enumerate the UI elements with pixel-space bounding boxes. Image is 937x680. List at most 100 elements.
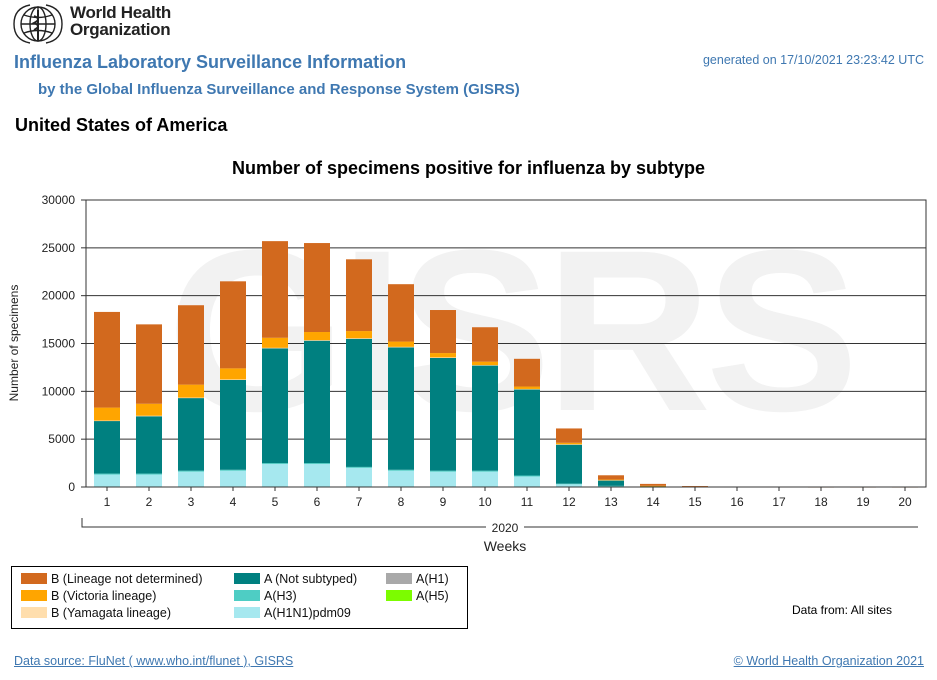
x-tick-label: 13 [604,495,618,509]
bar-segment-b-lineage-not-determined- [556,428,582,443]
copyright-link[interactable]: © World Health Organization 2021 [733,654,924,668]
bar-segment-a-h1n1-pdm09 [136,474,162,487]
legend-label: A(H1N1)pdm09 [264,606,351,620]
bar-segment-a-not-subtyped- [430,357,456,471]
legend-item: B (Victoria lineage) [21,589,156,605]
bars [94,241,918,488]
bar-segment-b-lineage-not-determined- [304,243,330,333]
plot-frame [85,199,927,488]
bar-segment-b-lineage-not-determined- [136,324,162,404]
legend-item: A(H1) [386,572,449,588]
bar-segment-a-not-subtyped- [472,365,498,471]
bar-segment-b-yamagata-lineage- [598,480,624,481]
bar-segment-b-yamagata-lineage- [430,357,456,358]
bar-segment-b-victoria-lineage- [262,337,288,348]
bar-segment-b-lineage-not-determined- [472,327,498,362]
bar-segment-a-h3- [220,469,246,471]
bar-segment-a-h3- [598,485,624,487]
report-title: Influenza Laboratory Surveillance Inform… [14,52,407,72]
bar-segment-a-not-subtyped- [136,416,162,474]
x-axis-label: Weeks [484,538,527,554]
bar-segment-a-h3- [94,473,120,475]
x-tick-label: 15 [688,495,702,509]
bar-segment-a-not-subtyped- [598,480,624,486]
x-tick-label: 4 [230,495,237,509]
legend-swatch [386,590,412,601]
bar-segment-b-victoria-lineage- [472,361,498,366]
bar-segment-b-lineage-not-determined- [430,310,456,354]
legend-item: A(H3) [234,589,297,605]
data-source-link[interactable]: Data source: FluNet ( www.who.int/flunet… [14,654,294,668]
report-subtitle: by the Global Influenza Surveillance and… [38,81,520,98]
bar-segment-b-lineage-not-determined- [262,241,288,338]
bar-segment-a-not-subtyped- [388,347,414,470]
x-tick-label: 3 [188,495,195,509]
bar-segment-a-not-subtyped- [304,340,330,464]
bar-segment-b-victoria-lineage- [556,442,582,445]
x-tick-label: 8 [398,495,405,509]
legend-label: A(H3) [264,589,297,603]
bar-segment-b-lineage-not-determined- [94,311,120,408]
x-tick-label: 11 [521,495,534,509]
bar-segment-a-not-subtyped- [346,338,372,467]
bar-segment-b-victoria-lineage- [136,403,162,416]
bar-segment-a-h3- [262,463,288,465]
bar-segment-b-lineage-not-determined- [388,284,414,342]
x-tick-label: 16 [730,495,744,509]
bar-segment-a-not-subtyped- [514,389,540,476]
bar-segment-b-yamagata-lineage- [556,444,582,445]
bar-segment-b-lineage-not-determined- [178,305,204,385]
bar-segment-b-victoria-lineage- [430,353,456,358]
legend-swatch [234,573,260,584]
x-tick-label: 18 [814,495,828,509]
bar-segment-b-yamagata-lineage- [472,365,498,366]
bar-segment-a-h3- [556,483,582,485]
bar-segment-b-lineage-not-determined- [640,483,666,486]
bar-segment-a-h3- [472,470,498,472]
org-name-line1: World Health [70,3,171,22]
x-axis-group-label: 2020 [492,521,519,535]
legend-swatch [234,590,260,601]
bar-segment-a-not-subtyped- [178,398,204,471]
x-tick-label: 6 [314,495,321,509]
x-tick-label: 7 [356,495,363,509]
bar-segment-b-yamagata-lineage- [178,397,204,399]
bar-segment-b-yamagata-lineage- [220,379,246,380]
y-tick-label: 5000 [48,432,75,446]
legend-label: B (Victoria lineage) [51,589,157,603]
bar-segment-a-h1n1-pdm09 [178,471,204,487]
bar-segment-b-lineage-not-determined- [682,486,708,487]
x-tick-label: 10 [478,495,492,509]
y-tick-label: 20000 [42,289,76,303]
data-from-note: Data from: All sites [792,603,893,617]
legend-item: A(H5) [386,589,449,605]
legend-swatch [21,573,47,584]
country-name: United States of America [15,115,228,135]
bar-segment-b-yamagata-lineage- [388,346,414,348]
bar-segment-b-victoria-lineage- [388,341,414,347]
bar-segment-a-h1n1-pdm09 [346,467,372,487]
legend-swatch [21,607,47,618]
bar-segment-b-victoria-lineage- [178,384,204,398]
bar-segment-b-lineage-not-determined- [346,259,372,332]
bar-segment-b-yamagata-lineage- [136,415,162,417]
bar-segment-b-lineage-not-determined- [598,475,624,480]
bar-segment-a-h1n1-pdm09 [94,474,120,487]
bar-segment-b-victoria-lineage- [514,386,540,389]
y-tick-label: 10000 [42,384,76,398]
legend-label: A (Not subtyped) [264,572,358,586]
bar-segment-a-h1n1-pdm09 [262,464,288,487]
legend-swatch [21,590,47,601]
bar-segment-a-h3- [514,475,540,477]
bar-segment-a-h1n1-pdm09 [304,464,330,487]
bar-segment-b-victoria-lineage- [640,485,666,487]
y-tick-label: 25000 [42,241,76,255]
chart-legend: B (Lineage not determined) B (Victoria li… [11,566,468,629]
legend-label: A(H5) [416,589,449,603]
y-axis-label: Number of specimens [7,285,21,402]
bar-segment-b-yamagata-lineage- [304,340,330,341]
org-name-line2: Organization [70,20,171,39]
legend-swatch [386,573,412,584]
